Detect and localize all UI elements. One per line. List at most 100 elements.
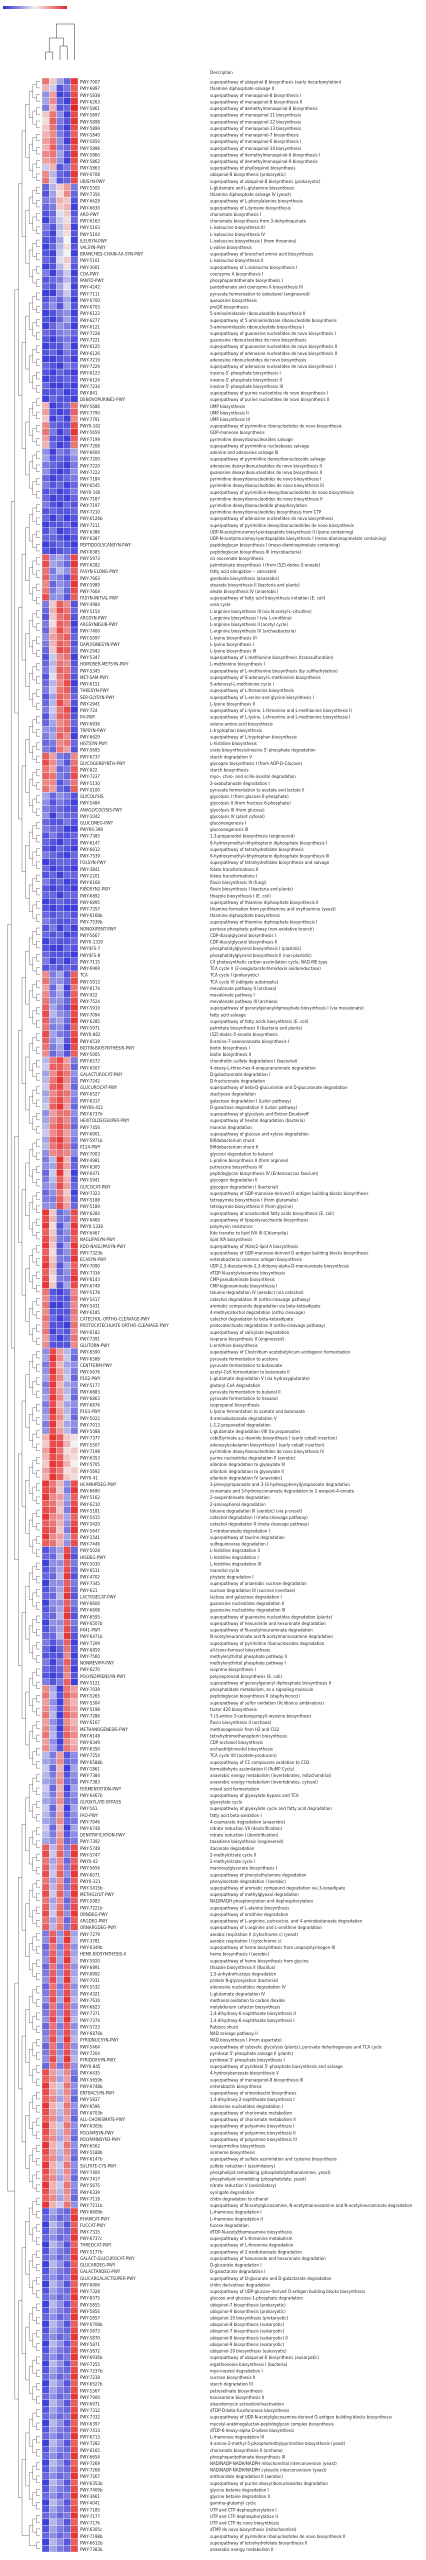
heatmap-cell bbox=[70, 1453, 79, 1461]
row-id-label: PWY-5659b bbox=[80, 2077, 103, 2082]
heatmap-cell bbox=[70, 1308, 79, 1316]
row-id-label: PWY-7197 bbox=[80, 503, 100, 508]
heatmap-cell bbox=[56, 461, 64, 469]
row-description: UMP biosynthesis bbox=[210, 404, 245, 409]
heatmap-cell bbox=[56, 435, 64, 442]
heatmap-cell bbox=[49, 917, 57, 925]
heatmap-cell bbox=[56, 2181, 64, 2189]
heatmap-cell bbox=[70, 421, 79, 429]
heatmap-cell bbox=[49, 421, 57, 429]
heatmap-cell bbox=[56, 2366, 64, 2374]
heatmap-cell bbox=[41, 1797, 50, 1805]
row-description: lipid IVA biosynthesis bbox=[210, 1237, 252, 1242]
heatmap-cell bbox=[63, 2254, 71, 2262]
heatmap-cell bbox=[63, 408, 71, 416]
heatmap-cell bbox=[49, 2234, 57, 2242]
heatmap-cell bbox=[41, 1870, 50, 1878]
heatmap-cell bbox=[63, 587, 71, 595]
heatmap-cell bbox=[49, 884, 57, 892]
heatmap-cell bbox=[49, 329, 57, 337]
heatmap-cell bbox=[63, 607, 71, 614]
heatmap-cell bbox=[49, 2049, 57, 2057]
row-description: L-arginine biosynthesis IV (archaebacter… bbox=[210, 629, 296, 634]
heatmap-cell bbox=[70, 1195, 79, 1203]
heatmap-cell bbox=[56, 1096, 64, 1104]
heatmap-cell bbox=[70, 1619, 79, 1627]
heatmap-cell bbox=[41, 2274, 50, 2281]
heatmap-cell bbox=[49, 1870, 57, 1878]
heatmap-cell bbox=[70, 1731, 79, 1739]
row-id-label: PWY-7560 bbox=[80, 1654, 100, 1659]
heatmap-cell bbox=[49, 752, 57, 760]
heatmap-cell bbox=[56, 1685, 64, 1693]
row-id-label: PWY66-422 bbox=[80, 1105, 103, 1110]
heatmap-cell bbox=[70, 1473, 79, 1481]
heatmap-cell bbox=[49, 1017, 57, 1025]
row-id-label: PWY-7539 bbox=[80, 854, 100, 859]
row-description: gluconeogenesis I bbox=[210, 821, 246, 826]
heatmap-cell bbox=[41, 871, 50, 879]
heatmap-cell bbox=[63, 487, 71, 495]
row-id-label: PWY-5101 bbox=[80, 258, 100, 263]
heatmap-cell bbox=[70, 415, 79, 423]
heatmap-cell bbox=[41, 2254, 50, 2262]
heatmap-cell bbox=[70, 1685, 79, 1693]
heatmap-cell bbox=[56, 2240, 64, 2248]
heatmap-cell bbox=[41, 2545, 50, 2553]
heatmap-cell bbox=[63, 1619, 71, 1627]
row-id-label: PWY-7210 bbox=[80, 510, 100, 515]
heatmap-cell bbox=[49, 428, 57, 436]
heatmap-cell bbox=[70, 2102, 79, 2109]
heatmap-cell bbox=[41, 1076, 50, 1084]
heatmap-cell bbox=[49, 1321, 57, 1329]
row-id-label: PWY-6545 bbox=[80, 483, 100, 488]
row-id-label: PWY-7200 bbox=[80, 457, 100, 462]
heatmap-cell bbox=[41, 269, 50, 277]
row-description: formaldehyde assimilation II (RuMP Cycle… bbox=[210, 1766, 295, 1771]
heatmap-cell bbox=[56, 2029, 64, 2037]
heatmap-cell bbox=[49, 1546, 57, 1554]
heatmap-cell bbox=[56, 2194, 64, 2202]
heatmap-cell bbox=[41, 1619, 50, 1627]
heatmap-cell bbox=[49, 375, 57, 383]
heatmap-cell bbox=[63, 1281, 71, 1289]
heatmap-cell bbox=[41, 2518, 50, 2526]
row-description: NAD/NADP-NADH/NADPH mitochondrial interc… bbox=[210, 2461, 337, 2466]
heatmap-cell bbox=[56, 91, 64, 98]
heatmap-cell bbox=[70, 2088, 79, 2096]
heatmap-cell bbox=[56, 878, 64, 886]
heatmap-cell bbox=[63, 1705, 71, 1713]
heatmap-cell bbox=[63, 421, 71, 429]
heatmap-cell bbox=[63, 1903, 71, 1911]
heatmap-cell bbox=[56, 1089, 64, 1097]
row-description: fatty acid beta-oxidation I bbox=[210, 1813, 262, 1818]
heatmap-cell bbox=[49, 137, 57, 145]
heatmap-cell bbox=[56, 706, 64, 714]
heatmap-cell bbox=[56, 1877, 64, 1885]
row-id-label: P441-PWY bbox=[80, 1628, 101, 1633]
row-description: L-tryptophan biosynthesis bbox=[210, 728, 262, 733]
row-id-label: PWY-7539b bbox=[80, 920, 103, 925]
heatmap-cell bbox=[63, 924, 71, 932]
heatmap-cell bbox=[70, 1341, 79, 1349]
heatmap-cell bbox=[56, 2545, 64, 2553]
heatmap-cell bbox=[70, 587, 79, 595]
heatmap-cell bbox=[41, 481, 50, 489]
heatmap-cell bbox=[41, 2102, 50, 2109]
heatmap-cell bbox=[56, 984, 64, 992]
heatmap-cell bbox=[49, 2479, 57, 2486]
heatmap-cell bbox=[49, 659, 57, 667]
row-id-label: PWY-6609 bbox=[80, 450, 100, 455]
heatmap-cell bbox=[56, 1645, 64, 1653]
heatmap-cell bbox=[49, 282, 57, 290]
heatmap-cell bbox=[41, 726, 50, 734]
row-description: 4-aminobutanoate degradation V bbox=[210, 1416, 277, 1421]
heatmap-cell bbox=[70, 686, 79, 694]
row-description: peptidoglycan biosynthesis II (staphyloc… bbox=[210, 1694, 300, 1699]
heatmap-cell bbox=[41, 673, 50, 681]
heatmap-cell bbox=[56, 2002, 64, 2010]
row-id-label: PWY-5088 bbox=[80, 1429, 100, 1434]
heatmap-cell bbox=[49, 1361, 57, 1369]
heatmap-cell bbox=[63, 1361, 71, 1369]
row-id-label: PWY-5860 bbox=[80, 152, 100, 157]
